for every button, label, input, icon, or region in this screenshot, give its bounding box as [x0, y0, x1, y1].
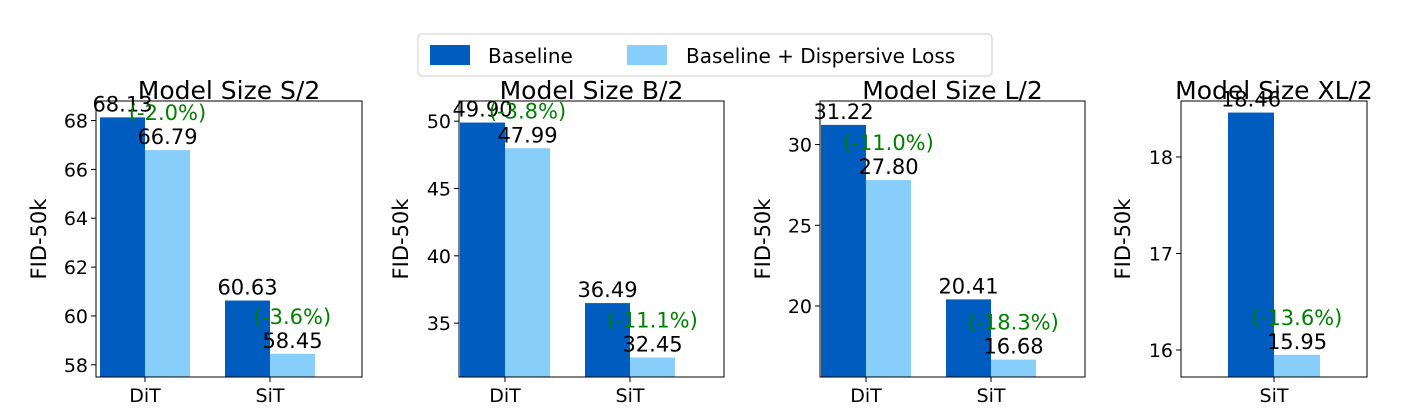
plot-frame — [1180, 100, 1368, 378]
bar-dispersive-dit — [866, 180, 911, 377]
bar-baseline-dit — [821, 124, 866, 377]
plot-frame — [458, 100, 725, 378]
data-label-baseline: 68.13 — [92, 92, 152, 116]
y-tick-label: 35 — [427, 313, 451, 335]
data-label-dispersive: 32.45 — [622, 332, 682, 356]
plot-frame — [95, 100, 363, 378]
bar-dispersive-sit — [270, 353, 315, 377]
data-label-baseline: 20.41 — [938, 274, 998, 298]
y-tick-label: 45 — [427, 179, 451, 201]
reduction-annotation: (-18.3%) — [968, 311, 1059, 335]
y-axis-label: FID-50k — [27, 198, 51, 280]
x-tick-label: SiT — [977, 385, 1006, 407]
data-label-dispersive: 16.68 — [983, 335, 1043, 359]
chart-title: Model Size XL/2 — [1175, 76, 1373, 105]
y-tick-label: 16 — [1149, 340, 1173, 362]
y-tick-label: 58 — [64, 355, 88, 377]
y-axis-label: FID-50k — [751, 198, 775, 280]
reduction-annotation: (-2.0%) — [129, 101, 206, 125]
x-tick-label: DiT — [850, 385, 882, 407]
data-label-dispersive: 66.79 — [137, 125, 197, 149]
y-tick-label: 25 — [788, 215, 812, 237]
y-tick-label: 66 — [64, 159, 88, 181]
chart-panel-1: Model Size S/2 FID-50k 68.13 66.79(-2.0%) Di… — [27, 76, 363, 407]
bar-baseline-sit — [946, 299, 991, 377]
y-tick-label: 50 — [427, 111, 451, 133]
reduction-annotation: (-3.6%) — [254, 305, 331, 329]
legend-swatch-dispersive — [627, 45, 667, 65]
data-label-dispersive: 58.45 — [262, 329, 322, 353]
reduction-annotation: (-11.1%) — [607, 308, 698, 332]
bar-baseline-sit — [585, 303, 630, 377]
legend-frame — [417, 33, 993, 77]
y-tick-label: 64 — [64, 208, 88, 230]
data-label-dispersive: 15.95 — [1267, 330, 1327, 354]
y-tick-label: 60 — [64, 306, 88, 328]
data-label-baseline: 18.46 — [1221, 88, 1281, 112]
bar-dispersive-sit — [630, 357, 675, 377]
chart-panel-4: Model Size XL/2 FID-50k 18.46 15.95(-13.6%)… — [1111, 76, 1373, 407]
chart-panels: Model Size S/2 FID-50k 68.13 66.79(-2.0%) Di… — [27, 76, 1373, 407]
reduction-annotation: (-3.8%) — [489, 99, 566, 123]
data-label-baseline: 60.63 — [217, 276, 277, 300]
x-tick-label: SiT — [1260, 385, 1289, 407]
chart-title: Model Size B/2 — [500, 76, 684, 105]
y-tick-label: 68 — [64, 111, 88, 133]
bar-baseline-dit — [100, 117, 145, 378]
x-tick-label: SiT — [256, 385, 285, 407]
y-tick-label: 18 — [1149, 147, 1173, 169]
bar-dispersive-dit — [145, 150, 190, 377]
y-tick-label: 40 — [427, 246, 451, 268]
legend-swatch-baseline — [430, 45, 470, 65]
bar-dispersive-dit — [505, 148, 550, 377]
reduction-annotation: (-11.0%) — [843, 131, 934, 155]
y-tick-label: 20 — [788, 296, 812, 318]
bar-dispersive-sit — [1274, 354, 1320, 377]
legend: Baseline Baseline + Dispersive Loss — [417, 33, 993, 77]
chart-panel-3: Model Size L/2 FID-50k 31.22 27.80(-11.0%) D… — [751, 76, 1086, 407]
y-tick-label: 30 — [788, 135, 812, 157]
y-axis-label: FID-50k — [1111, 198, 1135, 280]
data-label-baseline: 36.49 — [577, 278, 637, 302]
bar-dispersive-sit — [991, 359, 1036, 377]
legend-label-dispersive: Baseline + Dispersive Loss — [686, 44, 955, 68]
plot-frame — [819, 100, 1086, 378]
data-label-baseline: 49.90 — [452, 98, 512, 122]
y-tick-label: 17 — [1149, 243, 1173, 265]
y-axis-label: FID-50k — [389, 198, 413, 280]
chart-title: Model Size L/2 — [862, 76, 1043, 105]
bar-baseline-sit — [1228, 112, 1274, 378]
x-tick-label: DiT — [489, 385, 521, 407]
bar-baseline-sit — [225, 300, 270, 377]
legend-label-baseline: Baseline — [488, 44, 573, 68]
chart-title: Model Size S/2 — [138, 76, 320, 105]
data-label-dispersive: 47.99 — [497, 123, 557, 147]
reduction-annotation: (-13.6%) — [1252, 306, 1343, 330]
x-tick-label: SiT — [616, 385, 645, 407]
x-tick-label: DiT — [129, 385, 161, 407]
data-label-baseline: 31.22 — [813, 100, 873, 124]
y-tick-label: 62 — [64, 257, 88, 279]
data-label-dispersive: 27.80 — [858, 155, 918, 179]
bar-baseline-dit — [460, 122, 505, 377]
